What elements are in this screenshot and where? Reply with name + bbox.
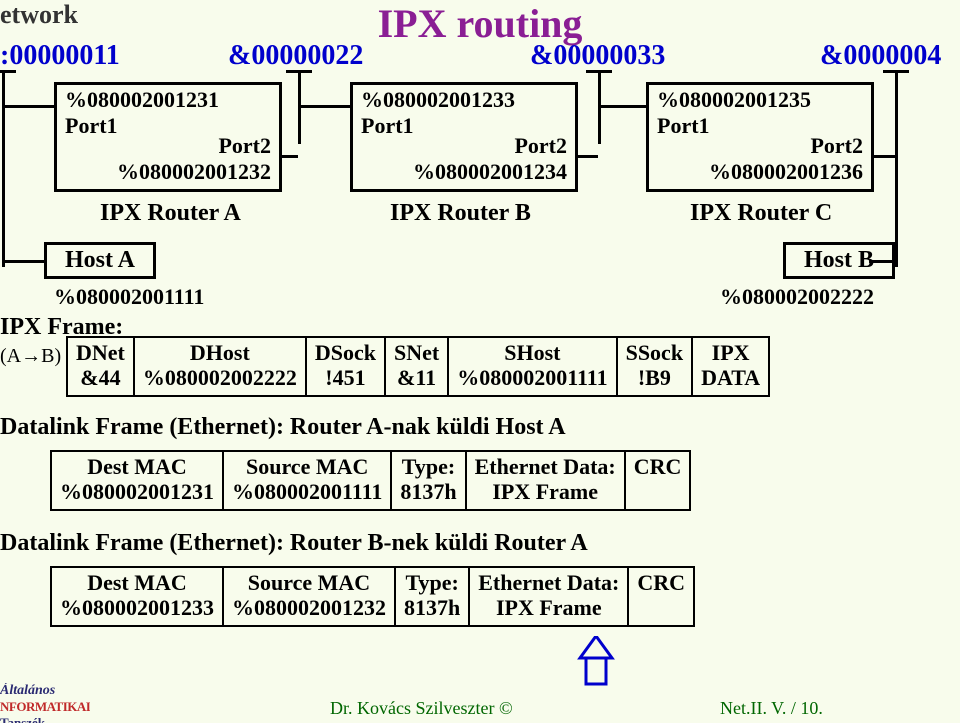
conn-hosta	[4, 260, 44, 263]
bus-1	[2, 72, 5, 267]
ipx-dhost: DHost%080002002222	[134, 337, 306, 396]
network-label-partial: etwork	[0, 0, 78, 30]
router-c-label: IPX Router C	[690, 200, 832, 227]
eth2-type: Type:8137h	[395, 567, 469, 626]
router-b-port2: Port2	[514, 133, 567, 159]
datalink2-label: Datalink Frame (Ethernet): Router B-nek …	[0, 530, 588, 557]
ipx-dsock: DSock!451	[306, 337, 385, 396]
router-a-addr2: %080002001232	[117, 159, 271, 185]
router-c-addr2: %080002001236	[709, 159, 863, 185]
router-b-addr2: %080002001234	[413, 159, 567, 185]
router-b: %080002001233 Port1 Port2 %080002001234	[350, 82, 578, 192]
eth2-data: Ethernet Data:IPX Frame	[469, 567, 628, 626]
router-c-addr1: %080002001235	[657, 87, 811, 113]
bus-3	[598, 72, 601, 144]
conn-rc-busd	[874, 155, 895, 158]
router-c-port2: Port2	[810, 133, 863, 159]
router-b-label: IPX Router B	[390, 200, 531, 227]
conn-busa-ra	[4, 105, 54, 108]
router-a-port1: Port1	[65, 113, 118, 139]
netnum-4: &0000004	[820, 40, 941, 72]
eth2-dmac: Dest MAC%080002001233	[51, 567, 223, 626]
host-b-addr: %080002002222	[720, 284, 874, 310]
ipx-data: IPXDATA	[692, 337, 769, 396]
eth1-data: Ethernet Data:IPX Frame	[466, 451, 625, 510]
router-c-port1: Port1	[657, 113, 710, 139]
eth2-crc: CRC	[628, 567, 694, 626]
ipx-shost: SHost%080002001111	[448, 337, 616, 396]
netnum-3: &00000033	[530, 40, 665, 72]
conn-rb-busc	[578, 155, 598, 158]
ipx-frame-table: DNet&44 DHost%080002002222 DSock!451 SNe…	[66, 336, 770, 397]
netnum-2: &00000022	[228, 40, 363, 72]
router-b-addr1: %080002001233	[361, 87, 515, 113]
footer-author: Dr. Kovács Szilveszter ©	[330, 698, 513, 719]
bus-4	[895, 72, 898, 267]
eth1-dmac: Dest MAC%080002001231	[51, 451, 223, 510]
footer-page: Net.II. V. / 10.	[720, 698, 823, 719]
bus-cap-3	[586, 70, 612, 73]
ipx-frame-sub: (A→B)	[0, 345, 61, 368]
ipx-dnet: DNet&44	[67, 337, 134, 396]
router-a-label: IPX Router A	[100, 200, 241, 227]
router-a: %080002001231 Port1 Port2 %080002001232	[54, 82, 282, 192]
arrow-up-icon	[574, 636, 618, 686]
router-c: %080002001235 Port1 Port2 %080002001236	[646, 82, 874, 192]
conn-ra-busb	[282, 155, 298, 158]
eth1-type: Type:8137h	[391, 451, 465, 510]
host-a-addr: %080002001111	[54, 284, 204, 310]
eth-frame-2: Dest MAC%080002001233 Source MAC%0800020…	[50, 566, 695, 627]
conn-hostb	[869, 260, 895, 263]
ipx-ssock: SSock!B9	[617, 337, 692, 396]
bus-cap-4	[883, 70, 909, 73]
bus-2	[298, 72, 301, 144]
router-a-addr1: %080002001231	[65, 87, 219, 113]
netnum-1: :00000011	[0, 40, 120, 72]
host-a: Host A	[44, 242, 156, 279]
eth1-crc: CRC	[625, 451, 691, 510]
router-b-port1: Port1	[361, 113, 414, 139]
ipx-snet: SNet&11	[385, 337, 448, 396]
dept-logo: Általános NFORMATIKAI Tanszék	[0, 683, 90, 723]
eth1-smac: Source MAC%080002001111	[223, 451, 391, 510]
conn-busc-rc	[600, 105, 646, 108]
datalink1-label: Datalink Frame (Ethernet): Router A-nak …	[0, 414, 566, 441]
eth-frame-1: Dest MAC%080002001231 Source MAC%0800020…	[50, 450, 691, 511]
conn-busb-rb	[300, 105, 350, 108]
eth2-smac: Source MAC%080002001232	[223, 567, 395, 626]
router-a-port2: Port2	[218, 133, 271, 159]
bus-cap-1	[0, 70, 16, 73]
bus-cap-2	[286, 70, 312, 73]
